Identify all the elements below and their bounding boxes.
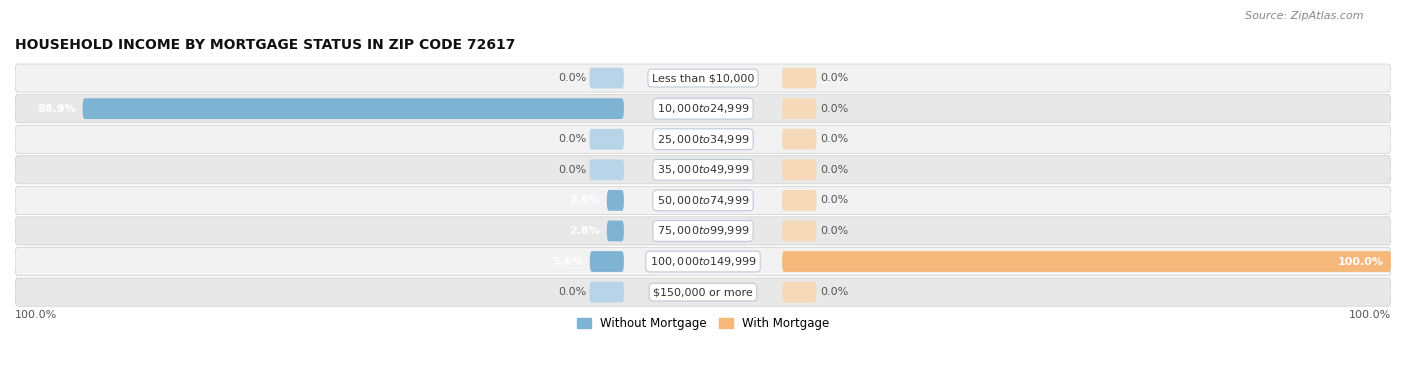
FancyBboxPatch shape	[589, 159, 624, 180]
FancyBboxPatch shape	[15, 278, 1391, 306]
FancyBboxPatch shape	[15, 247, 1391, 276]
Text: 0.0%: 0.0%	[558, 134, 586, 144]
Legend: Without Mortgage, With Mortgage: Without Mortgage, With Mortgage	[572, 312, 834, 335]
Text: 100.0%: 100.0%	[15, 310, 58, 320]
FancyBboxPatch shape	[589, 68, 624, 89]
FancyBboxPatch shape	[15, 217, 1391, 245]
Text: 0.0%: 0.0%	[820, 134, 848, 144]
FancyBboxPatch shape	[782, 98, 817, 119]
Text: 0.0%: 0.0%	[820, 226, 848, 236]
Text: $10,000 to $24,999: $10,000 to $24,999	[657, 102, 749, 115]
Text: $75,000 to $99,999: $75,000 to $99,999	[657, 224, 749, 238]
Text: 88.9%: 88.9%	[37, 104, 76, 113]
Text: 0.0%: 0.0%	[820, 104, 848, 113]
FancyBboxPatch shape	[15, 95, 1391, 123]
Text: 5.6%: 5.6%	[553, 256, 583, 267]
Text: 0.0%: 0.0%	[558, 165, 586, 175]
FancyBboxPatch shape	[83, 98, 624, 119]
Text: $50,000 to $74,999: $50,000 to $74,999	[657, 194, 749, 207]
Text: HOUSEHOLD INCOME BY MORTGAGE STATUS IN ZIP CODE 72617: HOUSEHOLD INCOME BY MORTGAGE STATUS IN Z…	[15, 38, 516, 52]
FancyBboxPatch shape	[607, 190, 624, 211]
FancyBboxPatch shape	[782, 251, 1391, 272]
Text: 0.0%: 0.0%	[558, 287, 586, 297]
Text: $35,000 to $49,999: $35,000 to $49,999	[657, 163, 749, 176]
FancyBboxPatch shape	[15, 186, 1391, 215]
Text: 2.8%: 2.8%	[569, 226, 600, 236]
FancyBboxPatch shape	[15, 64, 1391, 92]
FancyBboxPatch shape	[15, 156, 1391, 184]
FancyBboxPatch shape	[589, 282, 624, 302]
Text: $25,000 to $34,999: $25,000 to $34,999	[657, 133, 749, 146]
Text: 2.8%: 2.8%	[569, 195, 600, 205]
Text: $150,000 or more: $150,000 or more	[654, 287, 752, 297]
FancyBboxPatch shape	[782, 159, 817, 180]
FancyBboxPatch shape	[782, 282, 817, 302]
Text: 100.0%: 100.0%	[1339, 256, 1384, 267]
FancyBboxPatch shape	[15, 125, 1391, 153]
FancyBboxPatch shape	[782, 190, 817, 211]
Text: 0.0%: 0.0%	[820, 165, 848, 175]
Text: 0.0%: 0.0%	[558, 73, 586, 83]
Text: 100.0%: 100.0%	[1348, 310, 1391, 320]
Text: Less than $10,000: Less than $10,000	[652, 73, 754, 83]
FancyBboxPatch shape	[782, 221, 817, 241]
FancyBboxPatch shape	[607, 221, 624, 241]
Text: 0.0%: 0.0%	[820, 195, 848, 205]
FancyBboxPatch shape	[589, 129, 624, 150]
FancyBboxPatch shape	[589, 251, 624, 272]
Text: $100,000 to $149,999: $100,000 to $149,999	[650, 255, 756, 268]
Text: Source: ZipAtlas.com: Source: ZipAtlas.com	[1246, 11, 1364, 21]
FancyBboxPatch shape	[782, 129, 817, 150]
Text: 0.0%: 0.0%	[820, 73, 848, 83]
FancyBboxPatch shape	[782, 68, 817, 89]
Text: 0.0%: 0.0%	[820, 287, 848, 297]
